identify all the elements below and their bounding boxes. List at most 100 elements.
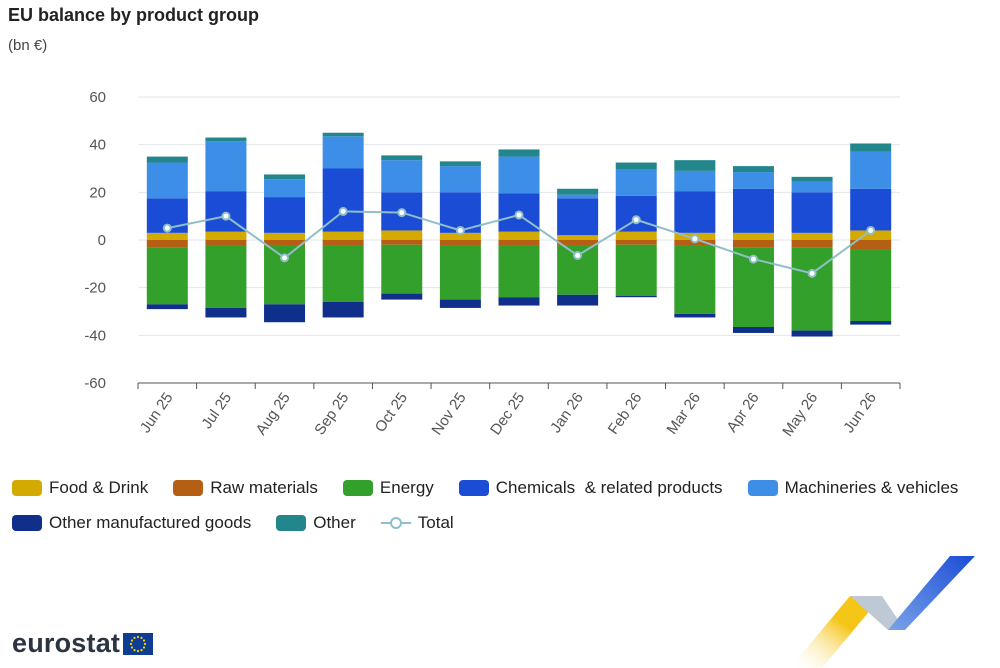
- total-point: [807, 268, 817, 278]
- bar-segment: [146, 247, 188, 305]
- bar-segment: [264, 232, 306, 240]
- bar-segment: [732, 326, 774, 333]
- legend-item-other-manufactured[interactable]: Other manufactured goods: [12, 513, 251, 533]
- x-tick-label: Nov 25: [428, 390, 469, 439]
- x-tick-label: Aug 25: [253, 390, 294, 439]
- legend-item-energy[interactable]: Energy: [342, 477, 434, 498]
- bar-segment: [674, 170, 716, 192]
- bar-segment: [498, 149, 540, 157]
- legend-swatch-energy: [342, 479, 373, 496]
- bar-segment: [439, 232, 481, 240]
- bar-segment: [615, 240, 657, 245]
- bar-segment: [615, 231, 657, 240]
- bar-segment: [615, 195, 657, 232]
- bar-segment: [850, 240, 892, 250]
- y-tick-label: -20: [84, 280, 106, 297]
- x-tick-label: Oct 25: [372, 390, 411, 436]
- x-tick-label: Sep 25: [311, 390, 352, 439]
- bar-segment: [381, 155, 423, 161]
- bar-segment: [205, 245, 247, 308]
- bar-segment: [557, 294, 599, 306]
- legend-item-food-drink[interactable]: Food & Drink: [12, 478, 148, 498]
- bar-segment: [674, 191, 716, 233]
- bar-segment: [205, 231, 247, 240]
- bar-segment: [381, 230, 423, 240]
- bar-segment: [557, 240, 599, 246]
- bar-segment: [146, 304, 188, 310]
- bar-segment: [498, 231, 540, 240]
- x-tick-label: Jul 25: [198, 390, 235, 433]
- legend-swatch-chemicals: [458, 479, 489, 496]
- legend-item-raw-materials[interactable]: Raw materials: [173, 478, 318, 498]
- bar-segment: [146, 232, 188, 240]
- total-point: [514, 210, 524, 220]
- x-tick-label: Jun 26: [840, 390, 880, 437]
- x-tick-label: Jun 25: [137, 390, 177, 437]
- legend-swatch-total: [380, 516, 411, 529]
- bar-segment: [322, 301, 364, 318]
- bar-segment: [322, 240, 364, 246]
- bar-segment: [146, 240, 188, 248]
- bar-segment: [732, 188, 774, 233]
- legend-label-chemicals: Chemicals & related products: [495, 477, 723, 497]
- bar-segment: [322, 132, 364, 137]
- bar-segment: [205, 141, 247, 192]
- legend-label-other: Other: [313, 512, 356, 532]
- chart-plot: 60 40 20 0 -20 -40 -60 Jun 25 Jul 25 Aug 25 Sep 25…: [84, 89, 901, 440]
- bar-segment: [146, 156, 188, 163]
- bar-segment: [439, 240, 481, 246]
- bar-segment: [205, 240, 247, 246]
- legend-item-total[interactable]: Total: [380, 513, 454, 533]
- eu-flag-icon: [123, 632, 154, 655]
- y-tick-label: 20: [89, 184, 106, 201]
- bar-segment: [732, 240, 774, 248]
- total-point: [338, 206, 348, 216]
- total-point: [690, 234, 700, 244]
- bar-segment: [264, 304, 306, 323]
- chart-subtitle: (bn €): [8, 37, 48, 54]
- bar-segment: [674, 313, 716, 318]
- x-tick-label: May 26: [779, 390, 821, 440]
- bar-segment: [498, 245, 540, 298]
- bar-segment: [850, 321, 892, 325]
- total-point: [162, 223, 172, 233]
- bar-segment: [381, 293, 423, 300]
- legend-swatch-other-manufactured: [12, 514, 42, 531]
- chart-legend: Food & Drink Raw materials Energy Chemic…: [12, 470, 997, 540]
- bar-segment: [205, 137, 247, 142]
- bar-segment: [264, 240, 306, 246]
- bar-segment: [850, 249, 892, 322]
- legend-swatch-machineries: [747, 479, 778, 496]
- bar-segment: [557, 198, 599, 236]
- total-point: [280, 253, 290, 263]
- legend-item-other[interactable]: Other: [276, 513, 356, 533]
- bar-segment: [381, 244, 423, 294]
- bar-segment: [791, 181, 833, 193]
- total-point: [221, 211, 231, 221]
- y-tick-label: -40: [84, 327, 106, 344]
- total-point: [748, 254, 758, 264]
- bar-segment: [791, 247, 833, 331]
- total-point: [455, 225, 465, 235]
- y-tick-label: 40: [89, 137, 106, 154]
- bar-segment: [850, 151, 892, 189]
- bar-segment: [439, 299, 481, 308]
- y-tick-label: 0: [98, 232, 106, 249]
- bar-segment: [615, 296, 657, 298]
- legend-item-chemicals[interactable]: Chemicals & related products: [458, 477, 723, 498]
- bar-segment: [615, 169, 657, 196]
- total-point: [397, 208, 407, 218]
- bar-segment: [322, 231, 364, 240]
- legend-swatch-other: [276, 514, 307, 531]
- bar-segment: [264, 174, 306, 180]
- legend-swatch-food-drink: [12, 479, 42, 496]
- legend-label-energy: Energy: [379, 477, 434, 497]
- legend-row-2: Other manufactured goods Other Total: [12, 505, 997, 540]
- x-tick-label: Mar 26: [663, 390, 704, 438]
- x-tick-label: Dec 25: [487, 390, 528, 439]
- bar-segment: [381, 240, 423, 245]
- x-tick-label: Jan 26: [547, 390, 587, 437]
- bar-segment: [674, 245, 716, 314]
- legend-item-machineries[interactable]: Machineries & vehicles: [747, 478, 958, 498]
- legend-row-1: Food & Drink Raw materials Energy Chemic…: [12, 470, 997, 505]
